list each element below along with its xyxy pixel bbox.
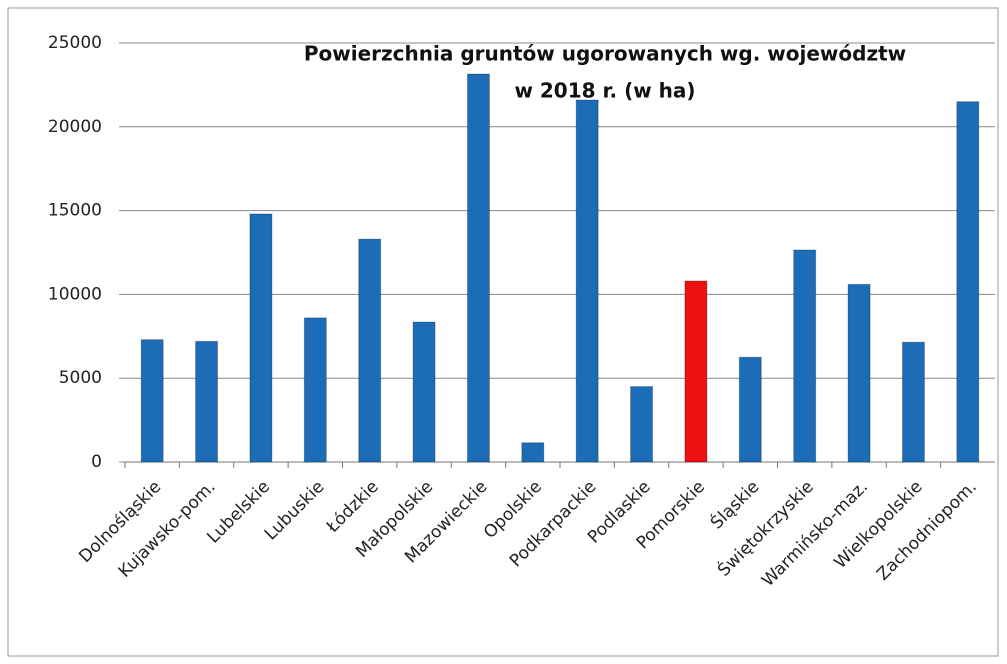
bar: [521, 442, 545, 463]
bar: [847, 283, 871, 463]
chart-title: w 2018 r. (w ha): [514, 79, 695, 103]
bar: [956, 101, 980, 463]
y-tick-label: 20000: [48, 117, 102, 137]
bar: [303, 317, 327, 463]
y-tick-label: 10000: [48, 284, 102, 304]
bar: [738, 356, 762, 463]
y-tick-label: 25000: [48, 33, 102, 53]
bar: [358, 238, 382, 463]
bar: [412, 321, 436, 463]
bar: [466, 73, 490, 463]
bar: [630, 386, 654, 463]
bar: [195, 340, 219, 463]
bar: [793, 249, 817, 463]
bar: [575, 99, 599, 463]
bar: [901, 341, 925, 463]
bar: [140, 339, 164, 463]
chart-border: [7, 7, 999, 657]
bar: [249, 213, 273, 463]
y-tick-label: 5000: [59, 368, 102, 388]
y-tick-label: 15000: [48, 201, 102, 221]
bar: [684, 280, 708, 463]
y-tick-label: 0: [91, 452, 102, 472]
chart-title: Powierzchnia gruntów ugorowanych wg. woj…: [304, 42, 906, 66]
bars: [140, 73, 980, 463]
